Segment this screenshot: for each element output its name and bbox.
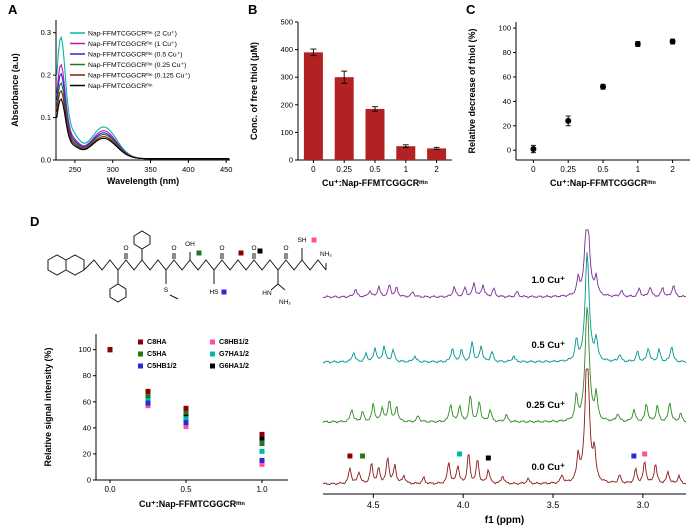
svg-text:0: 0: [311, 165, 316, 174]
svg-text:G7HA1/2: G7HA1/2: [219, 349, 249, 358]
svg-text:20: 20: [83, 449, 91, 458]
svg-text:0.5 Cu⁺: 0.5 Cu⁺: [531, 340, 565, 351]
free-thiol-bar-chart: 0 100 200 300 400 500 0 0.25 0.5 1 2 Cu⁺:Nap-FFMTCG…: [249, 18, 452, 188]
svg-text:0: 0: [531, 165, 536, 174]
svg-text:0.1: 0.1: [41, 113, 51, 122]
svg-text:100: 100: [280, 128, 293, 137]
svg-text:O: O: [283, 245, 288, 252]
svg-text:S: S: [164, 287, 169, 294]
svg-text:Cu⁺:Nap-FFMTCGGCRᵐⁿ: Cu⁺:Nap-FFMTCGGCRᵐⁿ: [550, 178, 656, 188]
svg-text:C8HA: C8HA: [147, 337, 167, 346]
svg-text:Nap-FFMTCGGCRᵐⁿ: Nap-FFMTCGGCRᵐⁿ: [88, 83, 153, 90]
svg-text:Cu⁺:Nap-FFMTCGGCRᵐⁿ: Cu⁺:Nap-FFMTCGGCRᵐⁿ: [139, 499, 245, 509]
svg-text:2: 2: [434, 165, 439, 174]
svg-text:1: 1: [404, 165, 409, 174]
svg-text:0: 0: [507, 146, 511, 155]
svg-text:1: 1: [636, 165, 641, 174]
svg-text:1.0 Cu⁺: 1.0 Cu⁺: [531, 275, 565, 286]
svg-text:G6HA1/2: G6HA1/2: [219, 361, 249, 370]
svg-text:300: 300: [106, 165, 119, 174]
svg-text:3.0: 3.0: [637, 500, 650, 510]
svg-text:HS: HS: [209, 289, 219, 296]
svg-text:40: 40: [503, 97, 511, 106]
signal-intensity-scatter-chart: 0 20 40 60 80 100 0.0 0.5 1.0 C8HA C5HA C5HB1/2 C8HB…: [43, 334, 288, 509]
svg-text:f1 (ppm): f1 (ppm): [485, 515, 524, 526]
svg-text:C5HB1/2: C5HB1/2: [147, 361, 177, 370]
svg-text:C8HB1/2: C8HB1/2: [219, 337, 249, 346]
svg-text:0.25 Cu⁺: 0.25 Cu⁺: [526, 400, 565, 411]
svg-text:4.5: 4.5: [367, 500, 380, 510]
svg-text:20: 20: [503, 121, 511, 130]
svg-text:1.0: 1.0: [256, 485, 268, 494]
svg-text:400: 400: [182, 165, 195, 174]
structure-bonds: [47, 230, 327, 303]
svg-text:Nap-FFMTCGGCRᵐⁿ (2 Cu⁺): Nap-FFMTCGGCRᵐⁿ (2 Cu⁺): [88, 31, 177, 38]
svg-text:NH₂: NH₂: [320, 251, 332, 258]
chemical-structure: O O O O O S OH HS SH HN NH₂ NH₂: [47, 230, 332, 306]
svg-text:Nap-FFMTCGGCRᵐⁿ (0.125 Cu⁺): Nap-FFMTCGGCRᵐⁿ (0.125 Cu⁺): [88, 73, 190, 80]
svg-text:0.5: 0.5: [180, 485, 192, 494]
svg-text:O: O: [123, 245, 128, 252]
svg-text:0.5: 0.5: [369, 165, 381, 174]
svg-text:3.5: 3.5: [547, 500, 560, 510]
svg-text:40: 40: [83, 423, 91, 432]
svg-text:0.2: 0.2: [41, 71, 51, 80]
svg-text:0.3: 0.3: [41, 28, 51, 37]
svg-text:C5HA: C5HA: [147, 349, 167, 358]
svg-text:4.0: 4.0: [457, 500, 470, 510]
svg-text:Nap-FFMTCGGCRᵐⁿ (0.5 Cu⁺): Nap-FFMTCGGCRᵐⁿ (0.5 Cu⁺): [88, 52, 183, 59]
svg-text:400: 400: [280, 45, 293, 54]
svg-text:HN: HN: [262, 290, 272, 297]
panel-b-label: B: [248, 2, 258, 17]
svg-text:450: 450: [220, 165, 233, 174]
svg-text:0.0: 0.0: [104, 485, 116, 494]
svg-text:500: 500: [280, 18, 293, 27]
svg-text:250: 250: [69, 165, 82, 174]
svg-text:300: 300: [280, 73, 293, 82]
svg-text:80: 80: [83, 371, 91, 380]
panel-c-label: C: [466, 2, 476, 17]
svg-text:Nap-FFMTCGGCRᵐⁿ (1 Cu⁺): Nap-FFMTCGGCRᵐⁿ (1 Cu⁺): [88, 41, 177, 48]
svg-text:350: 350: [144, 165, 157, 174]
uvvis-absorbance-chart: 0.0 0.1 0.2 0.3 250 300 350 400 450 Wavelength (n…: [10, 20, 233, 186]
panel-d-label: D: [30, 214, 40, 229]
svg-text:100: 100: [78, 345, 91, 354]
svg-text:60: 60: [83, 397, 91, 406]
svg-text:200: 200: [280, 100, 293, 109]
svg-text:Absorbance (a.u): Absorbance (a.u): [10, 53, 20, 127]
svg-text:O: O: [171, 245, 176, 252]
svg-text:2: 2: [670, 165, 675, 174]
svg-text:O: O: [219, 245, 224, 252]
svg-text:80: 80: [503, 48, 511, 57]
svg-text:0.0: 0.0: [41, 156, 51, 165]
svg-text:Relative signal intensity (%): Relative signal intensity (%): [43, 347, 53, 466]
nmr-spectra-chart: 4.5 4.0 3.5 3.0 f1 (ppm) 1.0 Cu⁺ 0.5 Cu⁺ 0.25 C…: [322, 229, 687, 526]
svg-text:60: 60: [503, 72, 511, 81]
panel-a-label: A: [8, 2, 18, 17]
svg-text:100: 100: [498, 24, 511, 33]
svg-text:0: 0: [87, 476, 91, 485]
svg-text:O: O: [251, 245, 256, 252]
svg-text:0.5: 0.5: [597, 165, 609, 174]
svg-text:0.0 Cu⁺: 0.0 Cu⁺: [531, 462, 565, 473]
svg-text:Wavelength (nm): Wavelength (nm): [107, 176, 179, 186]
svg-text:SH: SH: [297, 237, 306, 244]
svg-text:Nap-FFMTCGGCRᵐⁿ (0.25 Cu⁺): Nap-FFMTCGGCRᵐⁿ (0.25 Cu⁺): [88, 62, 186, 69]
svg-text:Conc. of free thiol (μM): Conc. of free thiol (μM): [249, 42, 259, 140]
svg-text:0.25: 0.25: [336, 165, 352, 174]
thiol-decrease-scatter-chart: 0 20 40 60 80 100 0 0.25 0.5 1 2 Cu⁺:Nap-FFMTCGGCRᵐ…: [467, 22, 690, 188]
svg-text:0.25: 0.25: [560, 165, 576, 174]
svg-text:NH₂: NH₂: [279, 299, 291, 306]
svg-text:Relative decrease of thiol (%): Relative decrease of thiol (%): [467, 28, 477, 153]
svg-text:OH: OH: [185, 241, 195, 248]
svg-text:0: 0: [289, 156, 293, 165]
svg-text:Cu⁺:Nap-FFMTCGGCRᵐⁿ: Cu⁺:Nap-FFMTCGGCRᵐⁿ: [322, 178, 428, 188]
